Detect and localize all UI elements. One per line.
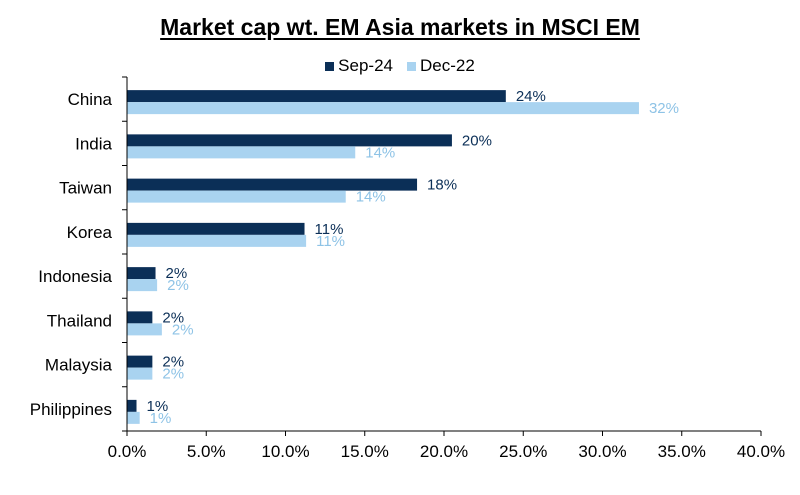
x-tick-label-3: 15.0% <box>341 442 389 461</box>
bar-china-dec-22 <box>127 102 639 115</box>
bar-korea-sep-24 <box>127 222 305 235</box>
x-tick-label-4: 20.0% <box>420 442 468 461</box>
data-label-thailand-sep-24: 2% <box>162 309 184 326</box>
chart-title-text: Market cap wt. EM Asia markets in MSCI E… <box>160 14 640 40</box>
data-label-china-sep-24: 24% <box>516 88 546 105</box>
category-label-indonesia: Indonesia <box>38 267 112 286</box>
legend-item-dec-22: Dec-22 <box>407 56 475 76</box>
data-label-china-dec-22: 32% <box>649 100 679 117</box>
data-label-philippines-dec-22: 1% <box>150 410 172 427</box>
x-tick-label-5: 25.0% <box>499 442 547 461</box>
data-label-korea-sep-24: 11% <box>315 221 344 238</box>
x-tick-label-2: 10.0% <box>261 442 309 461</box>
data-label-philippines-sep-24: 1% <box>147 398 169 415</box>
category-label-philippines: Philippines <box>30 400 112 419</box>
data-label-india-sep-24: 20% <box>462 132 492 149</box>
data-label-korea-dec-22: 11% <box>316 233 345 250</box>
x-tick-label-6: 30.0% <box>578 442 626 461</box>
data-label-thailand-dec-22: 2% <box>172 321 194 338</box>
category-label-malaysia: Malaysia <box>45 356 113 375</box>
chart-title: Market cap wt. EM Asia markets in MSCI E… <box>0 14 800 41</box>
category-label-taiwan: Taiwan <box>59 179 112 198</box>
bar-indonesia-sep-24 <box>127 267 156 280</box>
data-label-malaysia-dec-22: 2% <box>162 366 184 383</box>
legend: Sep-24 Dec-22 <box>0 56 800 76</box>
x-tick-label-8: 40.0% <box>737 442 785 461</box>
category-label-india: India <box>75 134 112 153</box>
bar-taiwan-sep-24 <box>127 178 418 191</box>
bar-india-dec-22 <box>127 146 356 159</box>
bar-indonesia-dec-22 <box>127 279 158 292</box>
data-label-malaysia-sep-24: 2% <box>162 354 184 371</box>
x-tick-label-7: 35.0% <box>658 442 706 461</box>
legend-label-dec-22: Dec-22 <box>420 56 475 75</box>
bar-philippines-dec-22 <box>127 411 140 424</box>
category-label-china: China <box>68 90 113 109</box>
data-label-taiwan-sep-24: 18% <box>427 177 457 194</box>
legend-item-sep-24: Sep-24 <box>325 56 393 76</box>
data-label-indonesia-sep-24: 2% <box>166 265 188 282</box>
bar-thailand-dec-22 <box>127 323 162 336</box>
data-label-india-dec-22: 14% <box>365 144 395 161</box>
bar-taiwan-dec-22 <box>127 190 346 203</box>
category-label-thailand: Thailand <box>47 311 112 330</box>
legend-label-sep-24: Sep-24 <box>338 56 393 75</box>
bar-philippines-sep-24 <box>127 399 137 412</box>
bar-thailand-sep-24 <box>127 311 153 324</box>
bar-malaysia-sep-24 <box>127 355 153 368</box>
bar-malaysia-dec-22 <box>127 367 153 380</box>
bar-china-sep-24 <box>127 90 506 103</box>
bar-korea-dec-22 <box>127 234 307 247</box>
legend-swatch-sep-24 <box>325 61 335 71</box>
data-label-indonesia-dec-22: 2% <box>167 277 189 294</box>
bar-india-sep-24 <box>127 134 452 147</box>
x-tick-label-1: 5.0% <box>187 442 226 461</box>
data-label-taiwan-dec-22: 14% <box>356 189 386 206</box>
category-label-korea: Korea <box>67 223 113 242</box>
legend-swatch-dec-22 <box>407 61 416 71</box>
x-tick-label-0: 0.0% <box>108 442 147 461</box>
